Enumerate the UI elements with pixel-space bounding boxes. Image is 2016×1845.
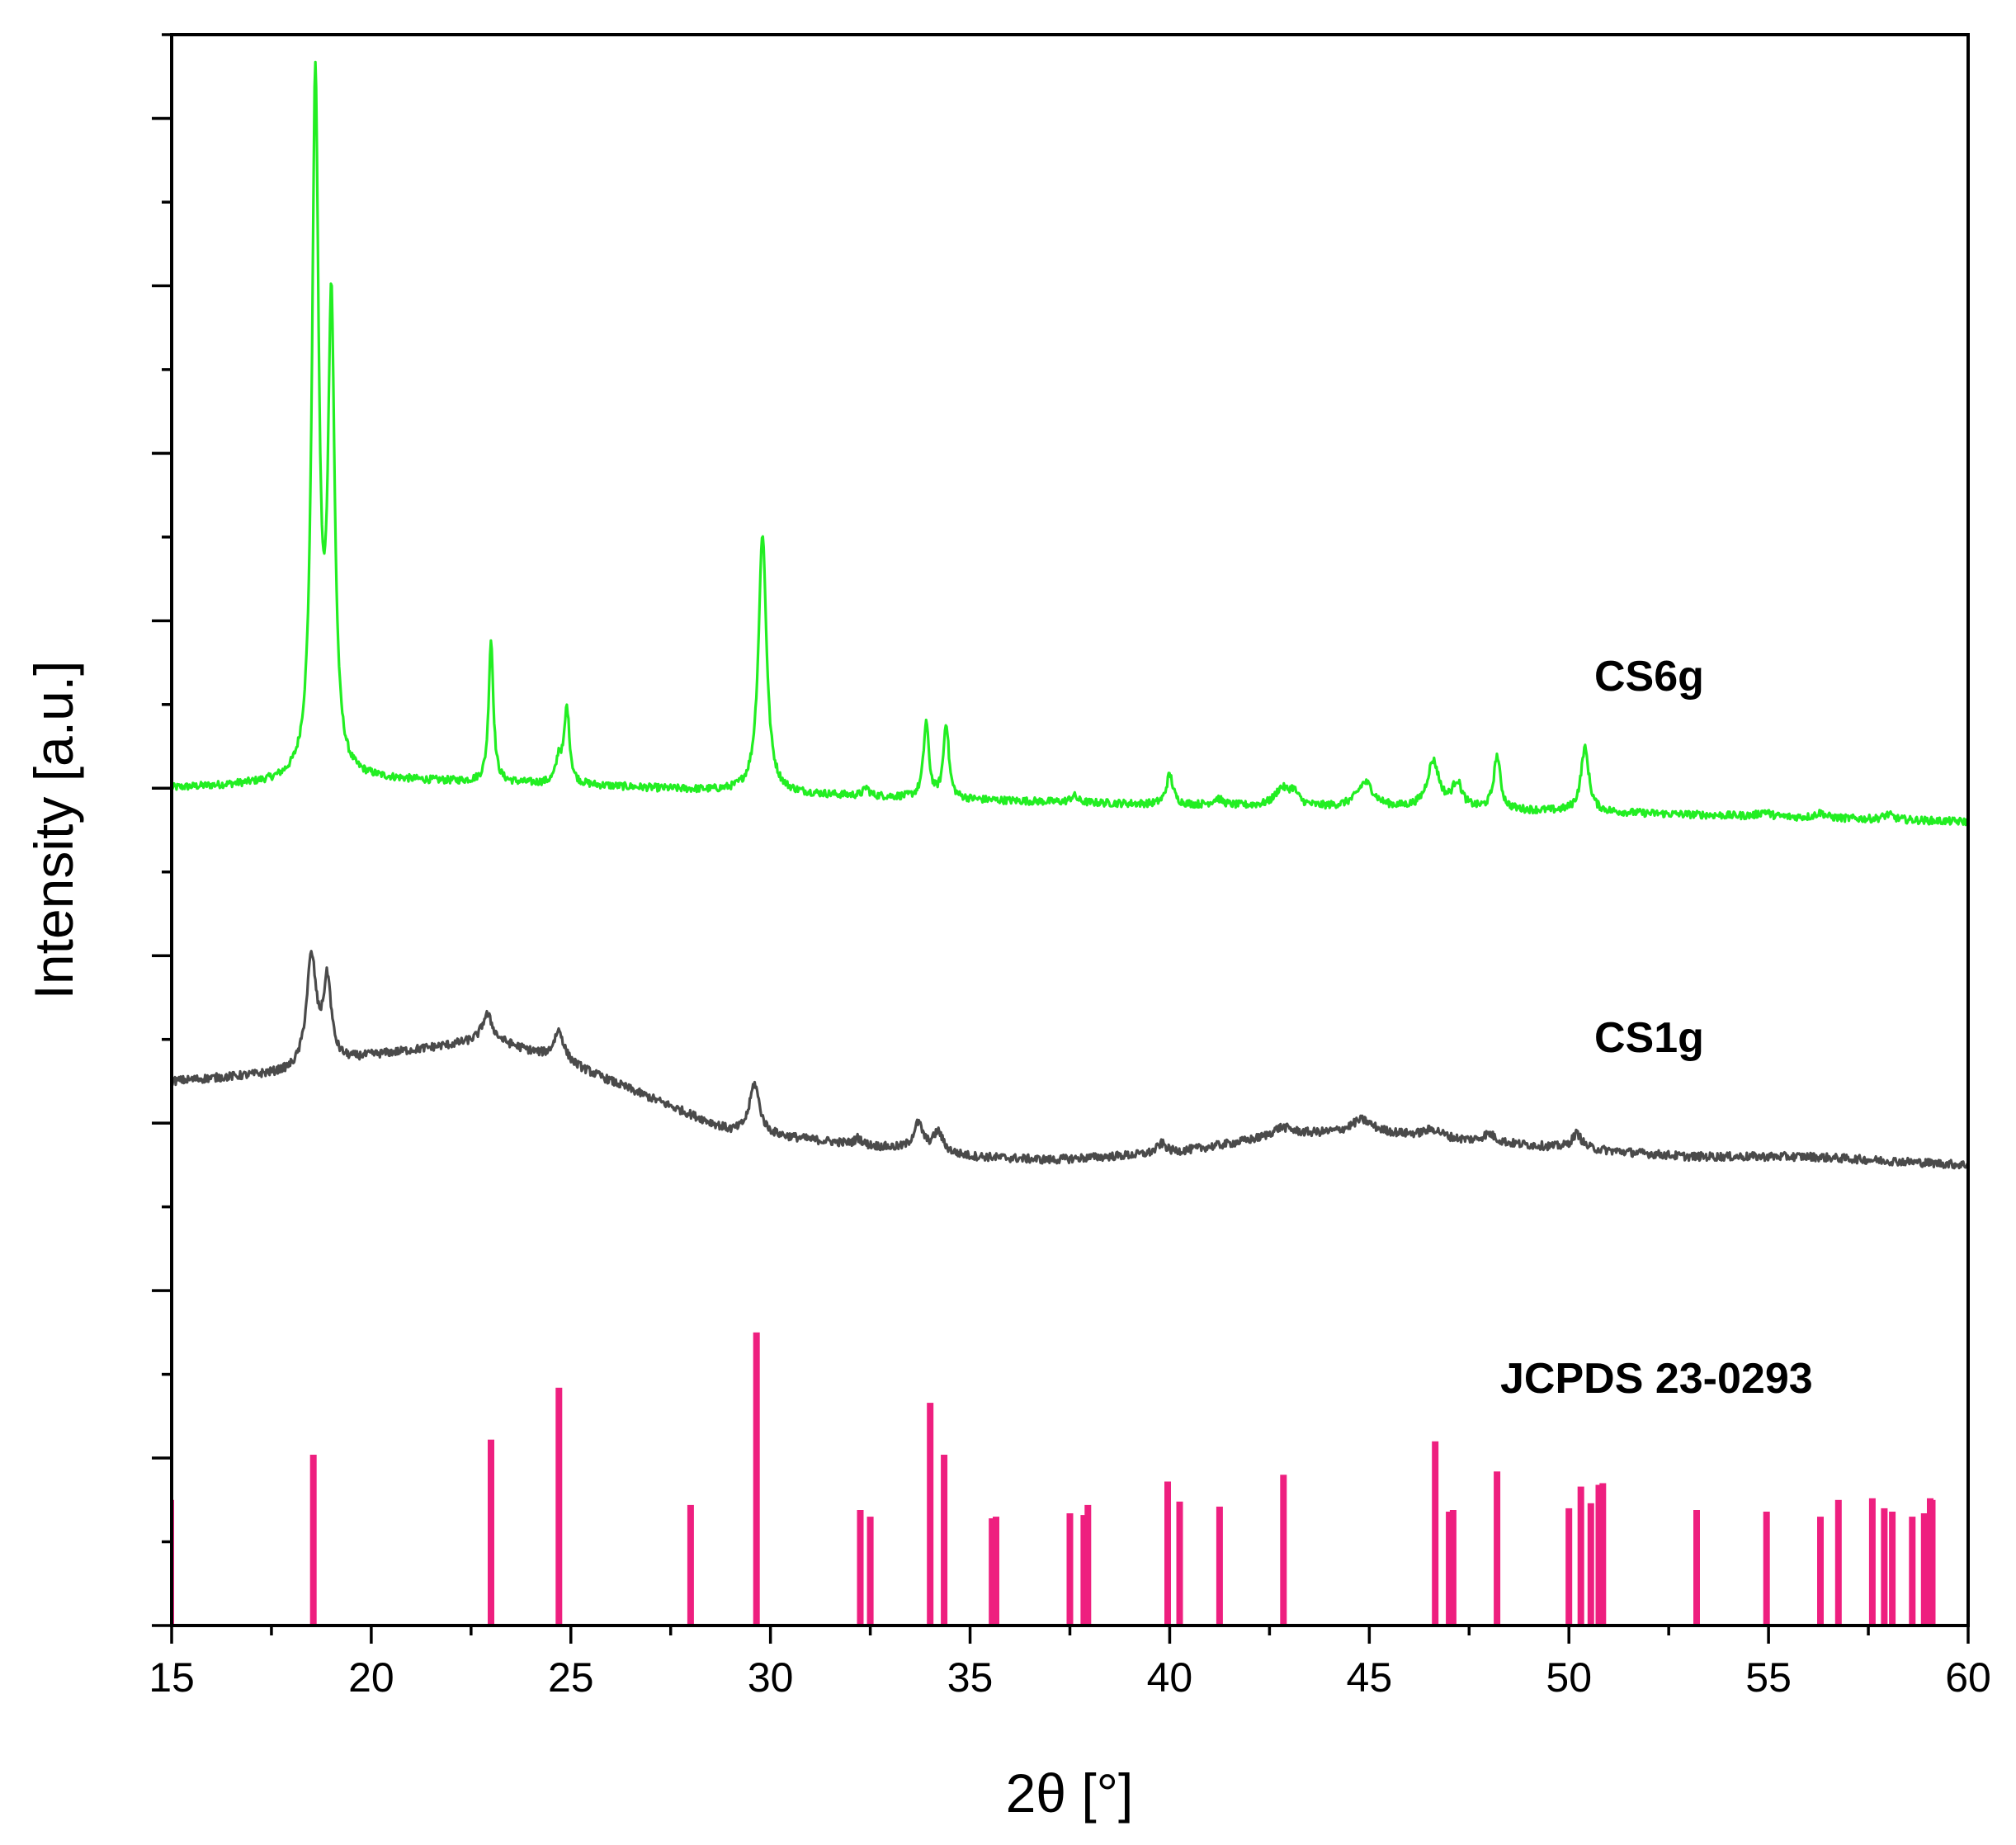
reference-stick [1494, 1471, 1501, 1626]
reference-stick [1693, 1510, 1700, 1626]
reference-stick [687, 1504, 694, 1626]
reference-stick [1066, 1513, 1074, 1626]
reference-stick [1881, 1508, 1888, 1626]
reference-stick [1164, 1481, 1171, 1626]
x-tick-labels: 15 20 25 30 35 40 45 50 55 60 [149, 1654, 1991, 1701]
x-tick-label: 35 [947, 1654, 994, 1701]
series-label-jcpds: JCPDS 23-0293 [1500, 1355, 1813, 1403]
reference-stick [927, 1403, 934, 1626]
reference-stick [993, 1517, 999, 1626]
reference-stick [1216, 1506, 1223, 1626]
axis-ticks [152, 33, 1970, 1644]
reference-stick [1920, 1513, 1928, 1626]
reference-stick [1599, 1483, 1607, 1626]
reference-stick [1446, 1512, 1453, 1626]
reference-stick [1889, 1512, 1896, 1626]
reference-stick [1084, 1504, 1092, 1626]
reference-stick [488, 1439, 494, 1626]
reference-stick [1587, 1503, 1594, 1626]
x-tick-label: 45 [1347, 1654, 1393, 1701]
reference-stick [555, 1387, 563, 1626]
x-tick-label: 20 [348, 1654, 394, 1701]
reference-stick [1280, 1475, 1287, 1626]
reference-stick [1176, 1501, 1183, 1626]
reference-stick [989, 1518, 996, 1626]
x-tick-label: 25 [548, 1654, 594, 1701]
reference-stick [1909, 1517, 1916, 1626]
reference-stick [941, 1455, 948, 1626]
x-tick-label: 15 [149, 1654, 195, 1701]
series-label-cs1g: CS1g [1594, 1014, 1704, 1062]
x-tick-label: 60 [1945, 1654, 1991, 1701]
reference-stick [857, 1510, 864, 1626]
reference-stick [1929, 1499, 1936, 1626]
x-tick-label: 30 [748, 1654, 794, 1701]
x-axis-title: 2θ [°] [1006, 1762, 1134, 1824]
reference-stick [1565, 1508, 1573, 1626]
reference-stick [1834, 1499, 1842, 1626]
reference-stick [309, 1455, 317, 1626]
x-tick-label: 40 [1147, 1654, 1193, 1701]
reference-stick [1449, 1510, 1457, 1626]
reference-stick [1080, 1515, 1088, 1626]
reference-stick [1432, 1441, 1439, 1626]
reference-stick [1595, 1484, 1603, 1626]
reference-stick [1763, 1512, 1770, 1626]
series-line-cs1g [170, 950, 1970, 1170]
y-axis-title: Intensity [a.u.] [23, 661, 84, 1000]
reference-stick [1868, 1498, 1876, 1626]
series-label-cs6g: CS6g [1594, 653, 1704, 701]
series-line-cs6g [170, 60, 1970, 827]
x-tick-label: 55 [1745, 1654, 1792, 1701]
x-tick-label: 50 [1546, 1654, 1592, 1701]
reference-stick [1817, 1517, 1824, 1626]
reference-stick [753, 1332, 760, 1626]
reference-stick [1577, 1486, 1584, 1626]
reference-stick [866, 1517, 874, 1626]
